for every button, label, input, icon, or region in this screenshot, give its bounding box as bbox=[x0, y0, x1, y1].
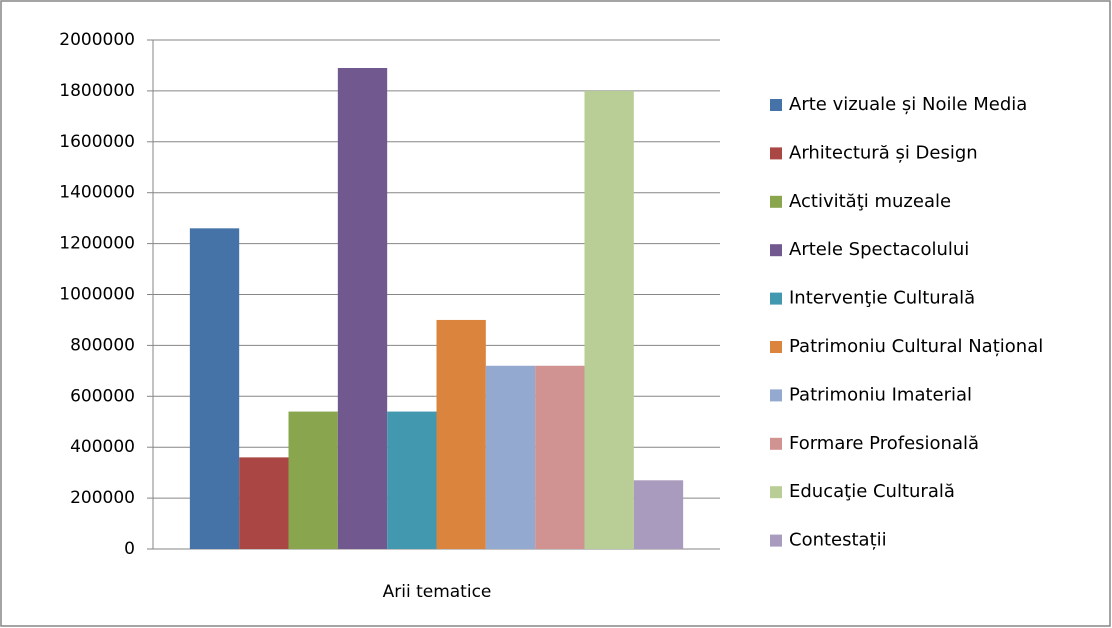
legend-label: Patrimoniu Imaterial bbox=[789, 384, 972, 405]
y-tick-label: 1400000 bbox=[59, 183, 135, 203]
legend-label: Contestații bbox=[789, 530, 887, 551]
bar bbox=[535, 365, 585, 549]
legend-swatch bbox=[770, 389, 782, 402]
bar bbox=[288, 411, 338, 549]
legend-swatch bbox=[770, 195, 782, 208]
bar bbox=[337, 67, 388, 550]
legend-label: Arhitectură și Design bbox=[789, 142, 978, 163]
legend-label: Intervenţie Culturală bbox=[789, 288, 975, 309]
bar bbox=[633, 480, 684, 549]
bar bbox=[387, 411, 437, 549]
legend-label: Formare Profesională bbox=[789, 433, 979, 454]
legend-swatch bbox=[770, 534, 782, 547]
legend-swatch bbox=[770, 341, 782, 353]
legend-label: Arte vizuale și Noile Media bbox=[789, 94, 1027, 115]
bar bbox=[239, 457, 289, 549]
legend-swatch bbox=[770, 99, 782, 111]
y-tick-label: 2000000 bbox=[59, 30, 135, 50]
legend-label: Activităţi muzeale bbox=[789, 191, 951, 212]
bar bbox=[189, 228, 240, 549]
y-tick-label: 1200000 bbox=[59, 234, 135, 254]
legend-swatch bbox=[770, 292, 782, 305]
y-tick-label: 600000 bbox=[70, 386, 135, 406]
bar bbox=[584, 90, 634, 550]
legend-label: Educaţie Culturală bbox=[789, 481, 955, 502]
legend-label: Patrimoniu Cultural Național bbox=[789, 336, 1043, 357]
y-tick-label: 1800000 bbox=[59, 81, 135, 101]
x-axis-label: Arii tematice bbox=[383, 582, 492, 602]
y-tick-label: 0 bbox=[124, 539, 135, 559]
y-tick-label: 800000 bbox=[70, 335, 135, 355]
legend-swatch bbox=[770, 244, 782, 257]
y-tick-label: 400000 bbox=[70, 437, 135, 457]
bar bbox=[485, 365, 536, 549]
legend-swatch bbox=[770, 147, 782, 160]
legend-swatch bbox=[770, 437, 782, 450]
y-tick-label: 1000000 bbox=[59, 285, 135, 305]
y-tick-label: 1600000 bbox=[59, 132, 135, 152]
legend-swatch bbox=[770, 486, 782, 499]
y-tick-label: 200000 bbox=[70, 488, 135, 508]
bar bbox=[436, 319, 486, 549]
legend-label: Artele Spectacolului bbox=[789, 239, 969, 260]
